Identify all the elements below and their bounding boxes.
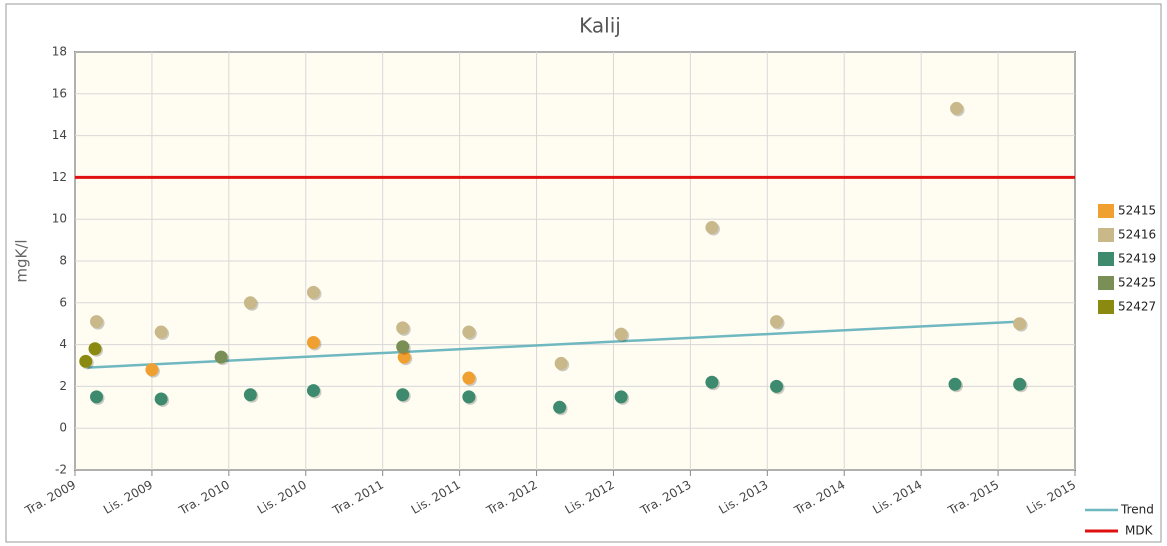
legend-label: 52415 [1118, 204, 1156, 218]
y-tick-label: 12 [52, 170, 67, 184]
point [614, 327, 628, 341]
point [462, 325, 476, 339]
legend-label: 52425 [1118, 276, 1156, 290]
point [90, 315, 104, 329]
legend-label: 52419 [1118, 252, 1156, 266]
legend-label: MDK [1125, 524, 1154, 538]
point [214, 350, 228, 364]
y-tick-label: 18 [52, 45, 67, 59]
point [396, 340, 410, 354]
point [397, 350, 411, 364]
point [1013, 317, 1027, 331]
point [554, 356, 568, 370]
legend-label: 52416 [1118, 228, 1156, 242]
point [154, 325, 168, 339]
point [88, 342, 102, 356]
chart-title: Kalij [579, 14, 621, 38]
trend-line [87, 320, 1020, 369]
y-tick-label: 6 [59, 295, 67, 309]
point [705, 375, 719, 389]
point [462, 371, 476, 385]
y-tick-label: 10 [52, 212, 67, 226]
point [145, 363, 159, 377]
y-tick-label: -2 [55, 463, 67, 477]
point [306, 384, 320, 398]
y-tick-label: 16 [52, 86, 67, 100]
legend-swatch [1098, 252, 1114, 266]
point [306, 285, 320, 299]
point [154, 392, 168, 406]
point [614, 390, 628, 404]
point [1013, 377, 1027, 391]
point [396, 388, 410, 402]
point [462, 390, 476, 404]
y-tick-label: 8 [59, 254, 67, 268]
legend-label: 52427 [1118, 300, 1156, 314]
y-tick-label: 2 [59, 379, 67, 393]
point [396, 321, 410, 335]
point [950, 101, 964, 115]
y-axis-label: mgK/l [13, 239, 31, 282]
point [770, 315, 784, 329]
point [770, 379, 784, 393]
legend-swatch [1098, 276, 1114, 290]
point [553, 400, 567, 414]
legend-swatch [1098, 204, 1114, 218]
y-tick-label: 4 [59, 337, 67, 351]
point [243, 388, 257, 402]
legend-swatch [1098, 228, 1114, 242]
point [79, 354, 93, 368]
point [948, 377, 962, 391]
y-tick-label: 0 [59, 421, 67, 435]
point [90, 390, 104, 404]
y-tick-label: 14 [52, 128, 67, 142]
legend-swatch [1098, 300, 1114, 314]
legend-label: Trend [1120, 503, 1154, 517]
point [306, 336, 320, 350]
point [705, 221, 719, 235]
point [243, 296, 257, 310]
